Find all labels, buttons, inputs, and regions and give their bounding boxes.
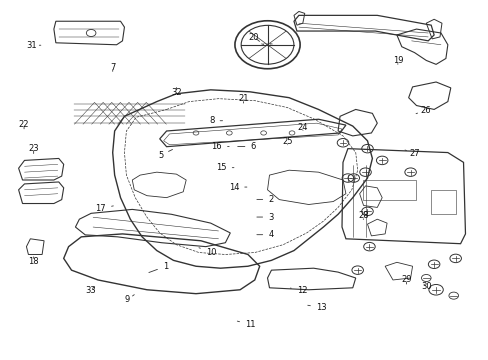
Text: 26: 26 bbox=[415, 105, 430, 114]
Text: 33: 33 bbox=[84, 285, 95, 294]
Text: 14: 14 bbox=[228, 183, 246, 192]
Text: 2: 2 bbox=[256, 195, 273, 204]
Text: 9: 9 bbox=[124, 294, 134, 305]
Text: 18: 18 bbox=[28, 257, 39, 266]
Text: 24: 24 bbox=[297, 123, 307, 132]
Text: 21: 21 bbox=[238, 94, 248, 103]
Text: 29: 29 bbox=[401, 275, 411, 284]
Text: 13: 13 bbox=[307, 303, 326, 312]
Text: 4: 4 bbox=[256, 230, 273, 239]
Text: 22: 22 bbox=[19, 120, 29, 129]
Text: 3: 3 bbox=[256, 212, 273, 221]
Text: 27: 27 bbox=[404, 149, 419, 158]
Text: 5: 5 bbox=[158, 149, 172, 160]
Text: 16: 16 bbox=[211, 142, 229, 151]
Text: scon: scon bbox=[261, 42, 273, 47]
Text: 8: 8 bbox=[209, 116, 222, 125]
Text: 19: 19 bbox=[392, 56, 402, 65]
Text: 32: 32 bbox=[171, 87, 182, 97]
Text: 23: 23 bbox=[28, 144, 39, 154]
Text: 20: 20 bbox=[248, 33, 259, 42]
Text: 7: 7 bbox=[110, 63, 115, 72]
Text: 6: 6 bbox=[237, 142, 255, 151]
Text: 10: 10 bbox=[199, 248, 216, 257]
Text: 11: 11 bbox=[237, 320, 255, 329]
Text: 1: 1 bbox=[148, 262, 168, 273]
Text: 25: 25 bbox=[282, 138, 292, 147]
Text: 31: 31 bbox=[26, 41, 41, 50]
Text: 17: 17 bbox=[95, 204, 113, 213]
Text: 30: 30 bbox=[421, 282, 431, 291]
Text: 15: 15 bbox=[216, 163, 233, 172]
Text: 28: 28 bbox=[357, 211, 368, 220]
Text: 12: 12 bbox=[290, 285, 306, 294]
